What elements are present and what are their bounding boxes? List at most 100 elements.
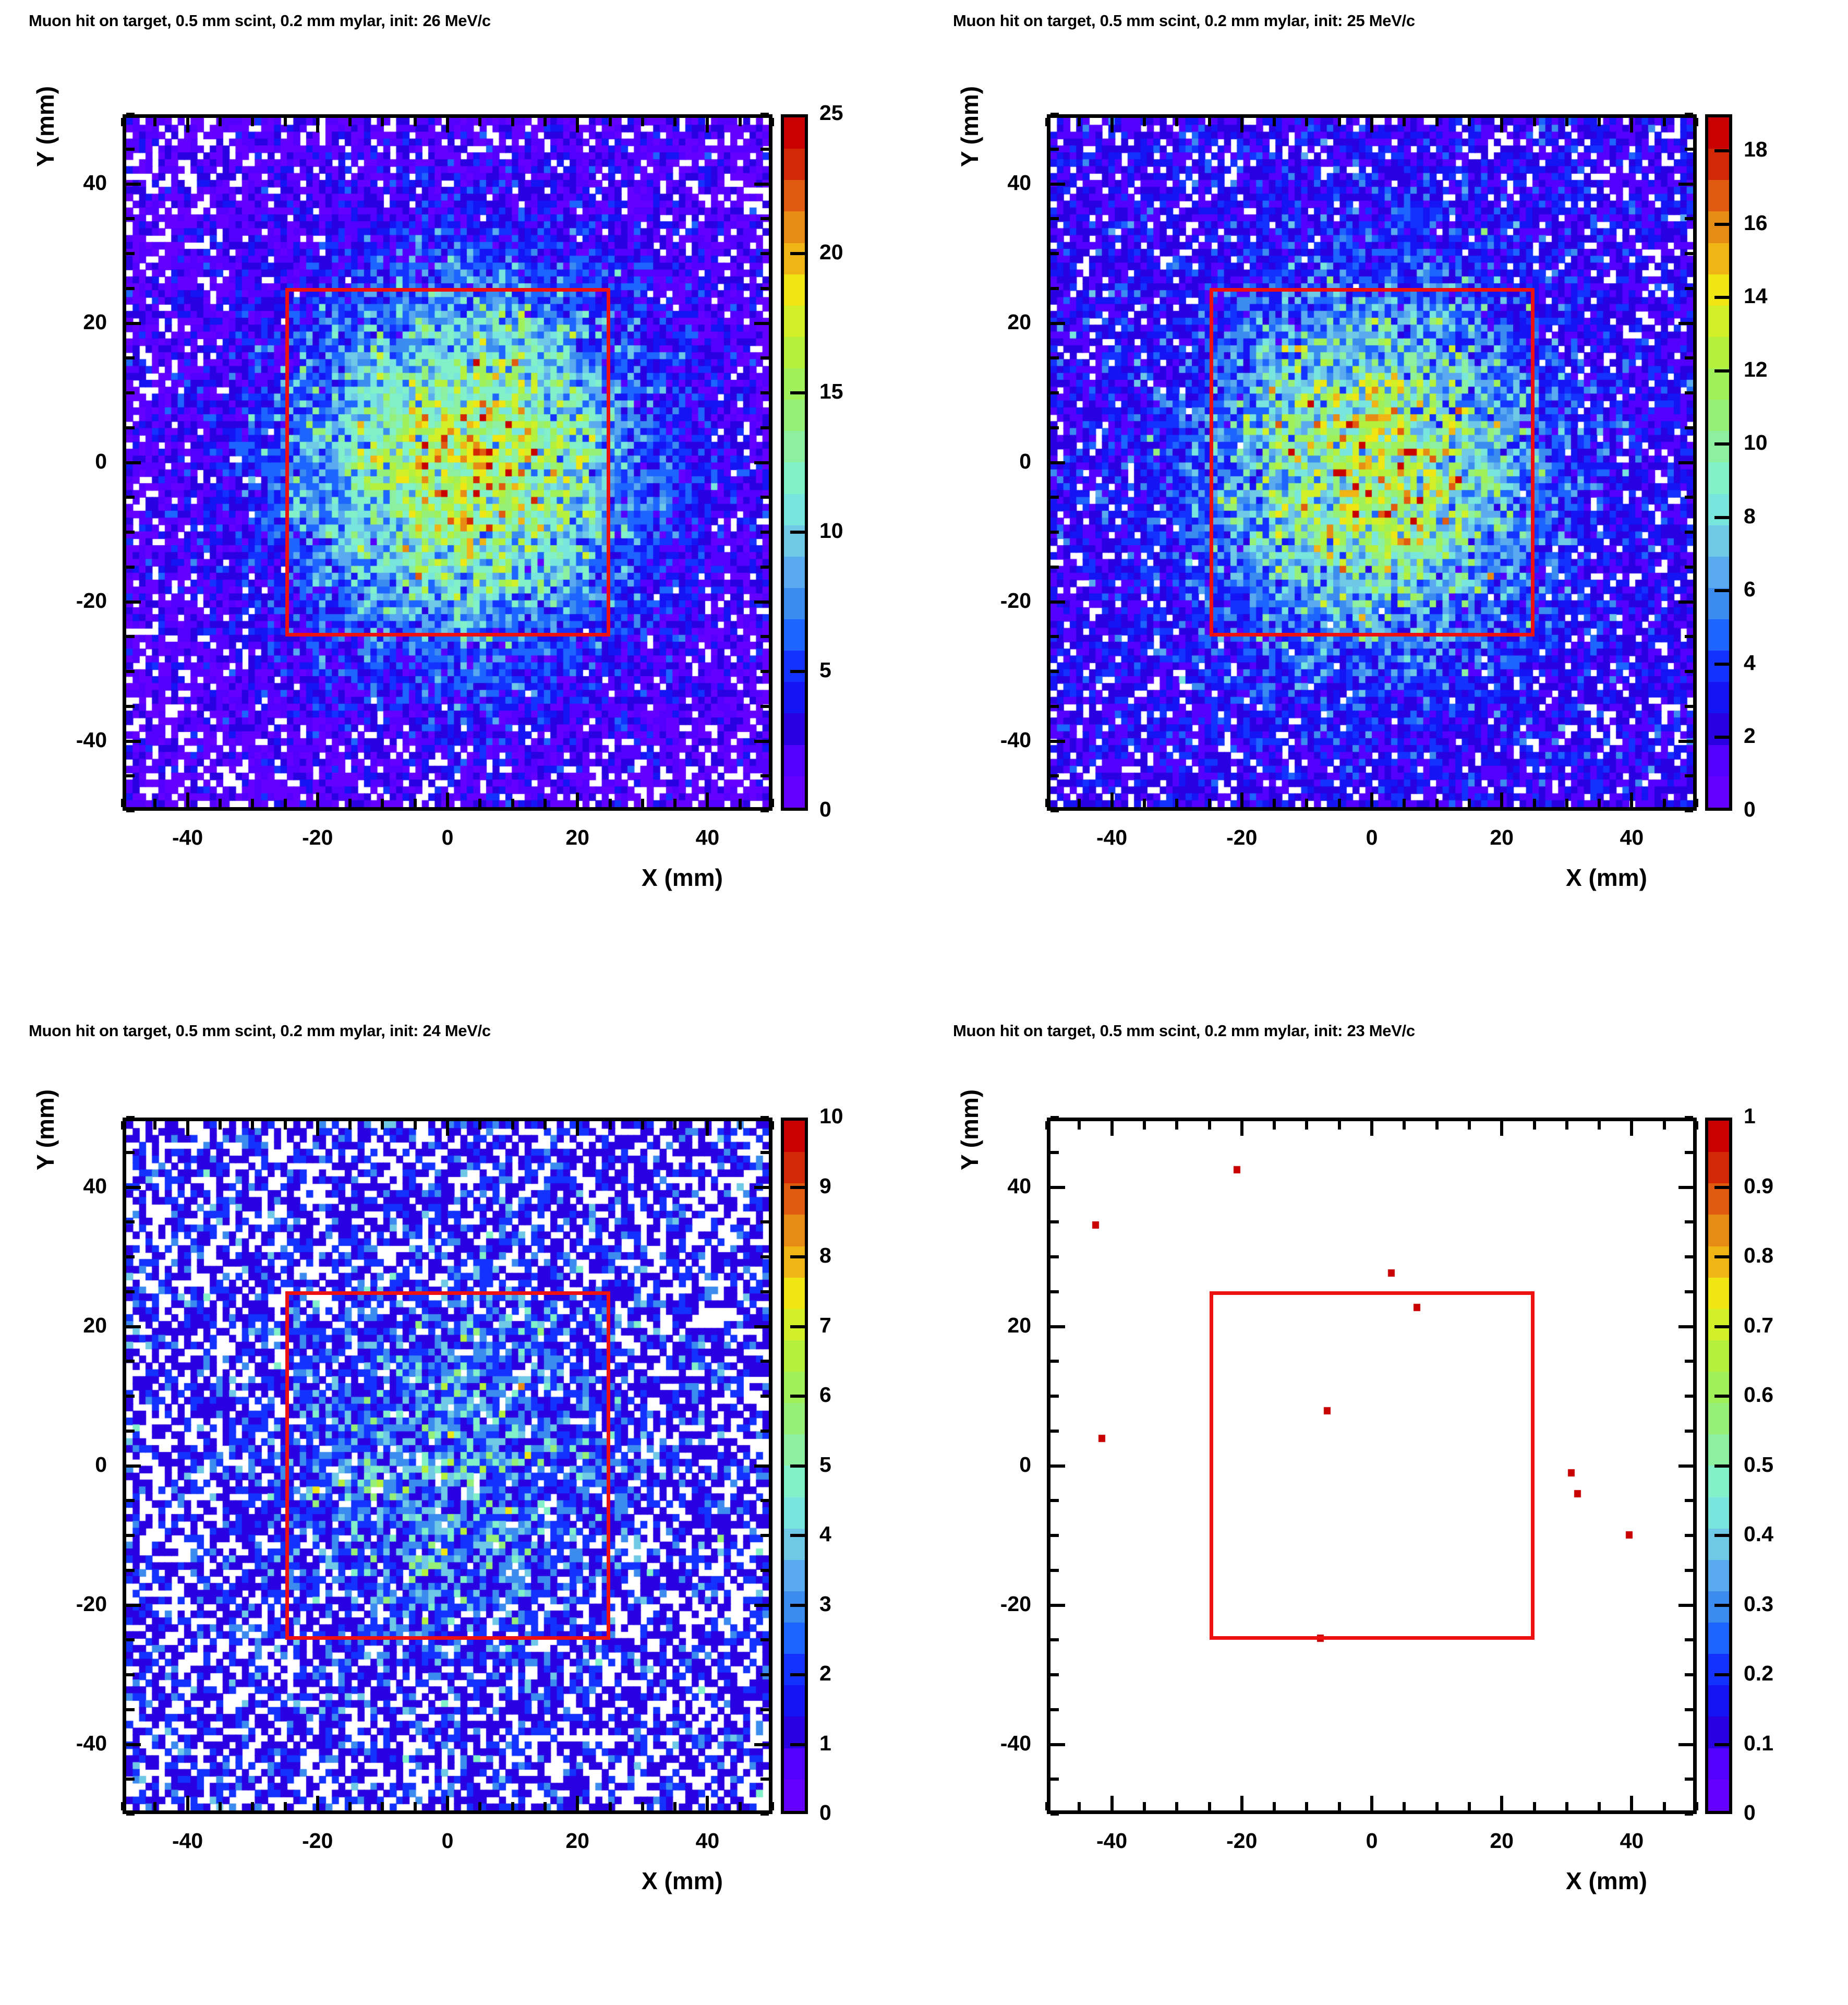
x-axis-tick (1110, 1121, 1114, 1136)
x-axis-tick (771, 1802, 774, 1810)
y-axis-tick (1050, 1464, 1065, 1468)
color-axis-label: 5 (819, 658, 831, 682)
x-axis-tick (1662, 118, 1666, 126)
panel-title: Muon hit on target, 0.5 mm scint, 0.2 mm… (29, 1022, 491, 1040)
color-band (784, 1403, 805, 1435)
color-axis-label: 0.5 (1744, 1452, 1773, 1476)
y-axis-tick (1678, 182, 1693, 186)
color-band (784, 149, 805, 181)
color-axis-label: 6 (1744, 577, 1756, 602)
x-axis-tick (283, 799, 287, 807)
x-tick-label: -20 (302, 825, 333, 849)
x-axis-tick (1273, 1802, 1276, 1810)
x-axis-tick (1305, 1802, 1309, 1810)
x-axis-tick (738, 1121, 742, 1130)
y-axis-tick (1678, 1743, 1693, 1746)
color-band (1708, 274, 1729, 306)
y-axis-tick (126, 565, 135, 569)
y-axis-tick (126, 321, 141, 325)
color-band (1708, 368, 1729, 400)
x-axis-tick (1142, 1802, 1146, 1810)
y-axis-tick (760, 1429, 769, 1433)
x-axis-tick (1110, 1796, 1114, 1810)
x-axis-tick (1370, 1121, 1373, 1136)
y-axis-tick (760, 1220, 769, 1224)
x-axis-tick (771, 118, 774, 126)
x-axis-tick (543, 1802, 547, 1810)
color-axis-tick (790, 1603, 808, 1607)
panel-title: Muon hit on target, 0.5 mm scint, 0.2 mm… (29, 11, 491, 30)
color-axis-tick (1714, 808, 1732, 811)
y-axis-tick (126, 600, 141, 604)
color-axis-label: 2 (819, 1661, 831, 1685)
y-axis-tick (1050, 1220, 1059, 1224)
color-axis-label: 14 (1744, 284, 1768, 308)
y-tick-label: 40 (1007, 170, 1031, 195)
color-band (784, 1340, 805, 1372)
y-axis-tick (126, 1812, 135, 1816)
y-axis-tick (1685, 1638, 1693, 1642)
y-axis-tick (1050, 182, 1065, 186)
y-axis-tick (1050, 809, 1059, 812)
x-axis-tick (641, 1121, 644, 1130)
x-axis-tick (1175, 118, 1179, 126)
color-axis-label: 25 (819, 101, 843, 125)
y-axis-tick (1678, 461, 1693, 464)
x-axis-tick (1500, 118, 1504, 133)
x-axis-tick (1598, 118, 1601, 126)
x-axis-tick (153, 799, 157, 807)
color-band (1708, 400, 1729, 431)
y-axis-tick (760, 1534, 769, 1537)
y-axis-tick (1685, 531, 1693, 534)
color-axis-tick (1714, 1534, 1732, 1537)
x-axis-tick (1403, 1121, 1406, 1130)
y-axis-tick (1050, 1499, 1059, 1503)
y-axis-tick (760, 635, 769, 639)
y-axis-tick (1050, 252, 1059, 255)
y-axis-tick (760, 217, 769, 221)
y-axis-tick (1685, 1290, 1693, 1293)
x-axis-tick (186, 793, 189, 807)
x-axis-tick (381, 118, 384, 126)
color-band (784, 713, 805, 745)
x-axis-tick (1110, 793, 1114, 807)
y-axis-tick (1050, 704, 1059, 708)
histogram-canvas (126, 1121, 769, 1810)
y-axis-tick (1050, 1743, 1065, 1746)
y-axis-tick (760, 1290, 769, 1293)
y-axis-tick (1050, 1603, 1065, 1607)
x-axis-label: X (mm) (1566, 1867, 1647, 1894)
color-axis-label: 0 (1744, 797, 1756, 821)
color-band (784, 1779, 805, 1811)
x-axis-tick (1532, 118, 1536, 126)
color-band (784, 1308, 805, 1340)
color-axis-tick (790, 1464, 808, 1468)
color-band (1708, 587, 1729, 619)
x-tick-label: -20 (302, 1829, 333, 1853)
x-axis-tick (446, 1121, 449, 1136)
y-axis-tick (1050, 1325, 1065, 1328)
x-tick-label: 20 (1490, 825, 1514, 849)
x-axis-tick (1337, 799, 1341, 807)
color-band (784, 1215, 805, 1246)
color-band (1708, 1308, 1729, 1340)
color-axis-tick (1714, 1118, 1732, 1121)
y-axis-tick (1685, 1708, 1693, 1711)
color-band (784, 587, 805, 619)
color-band (1708, 619, 1729, 651)
y-axis-tick (1685, 635, 1693, 639)
color-axis-tick (1714, 1255, 1732, 1258)
x-axis-tick (1467, 118, 1471, 126)
color-band (784, 368, 805, 400)
color-axis-label: 12 (1744, 357, 1768, 381)
y-axis-tick (760, 252, 769, 255)
y-axis-tick (1050, 670, 1059, 673)
color-band (1708, 1403, 1729, 1435)
color-band (1708, 1246, 1729, 1278)
x-axis-tick (478, 1121, 482, 1130)
color-axis-label: 16 (1744, 210, 1768, 235)
color-band (784, 682, 805, 714)
color-axis-label: 10 (819, 519, 843, 543)
x-axis-tick (1305, 1121, 1309, 1130)
x-axis-tick (1695, 1121, 1698, 1130)
